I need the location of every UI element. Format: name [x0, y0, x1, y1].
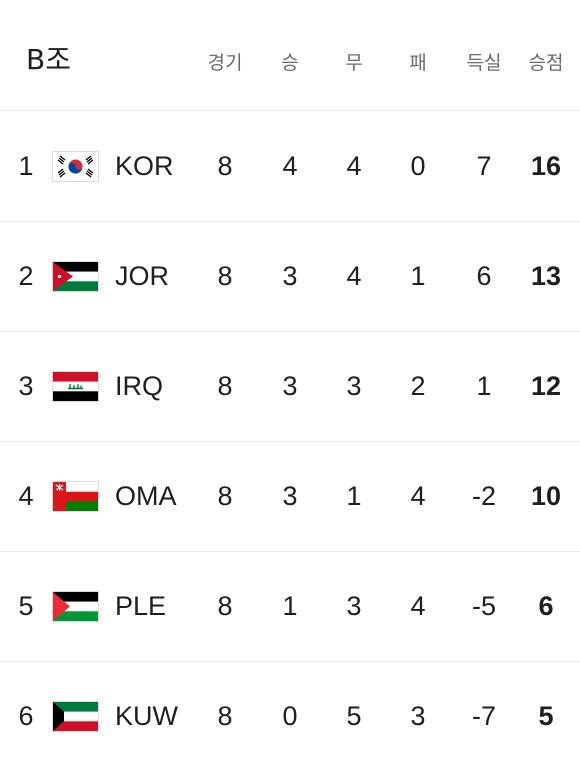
table-row[interactable]: 5 PLE 8 1 3 4 -5 6: [0, 552, 580, 662]
lost-value: 0: [410, 151, 426, 181]
drawn-value: 5: [346, 701, 362, 731]
goal-diff-value: 6: [476, 261, 492, 291]
won-value: 3: [282, 371, 298, 401]
col-head-played: 경기: [207, 52, 243, 74]
ple-flag-icon: [52, 591, 99, 622]
col-head-drawn: 무: [345, 52, 363, 74]
rank: 5: [18, 591, 34, 621]
lost-value: 4: [410, 591, 426, 621]
drawn-value: 3: [346, 591, 362, 621]
oma-flag-icon: [52, 481, 99, 512]
rank: 1: [18, 151, 34, 181]
group-title: B조: [26, 43, 71, 76]
team-code: PLE: [115, 591, 167, 621]
irq-flag-icon: [52, 371, 99, 402]
team-code: KUW: [115, 701, 178, 731]
lost-value: 1: [410, 261, 426, 291]
played-value: 8: [217, 591, 233, 621]
col-head-lost: 패: [409, 52, 427, 74]
kuw-flag-icon: [52, 701, 99, 732]
table-row[interactable]: 1 KOR 8 4 4 0 7 16: [0, 112, 580, 222]
drawn-value: 4: [346, 261, 362, 291]
goal-diff-value: 7: [476, 151, 492, 181]
goal-diff-value: -5: [471, 591, 496, 621]
points-value: 10: [530, 481, 562, 511]
played-value: 8: [217, 151, 233, 181]
drawn-value: 3: [346, 371, 362, 401]
drawn-value: 4: [346, 151, 362, 181]
rank: 2: [18, 261, 34, 291]
lost-value: 4: [410, 481, 426, 511]
played-value: 8: [217, 261, 233, 291]
played-value: 8: [217, 701, 233, 731]
played-value: 8: [217, 481, 233, 511]
table-row[interactable]: 2 JOR 8 3 4 1 6 13: [0, 222, 580, 332]
drawn-value: 1: [346, 481, 362, 511]
team-code: OMA: [115, 481, 177, 511]
kor-flag-icon: [52, 151, 99, 182]
points-value: 16: [530, 151, 562, 181]
goal-diff-value: -7: [471, 701, 496, 731]
table-row[interactable]: 3 IRQ 8 3 3 2 1 12: [0, 332, 580, 442]
col-head-won: 승: [281, 52, 299, 74]
team-code: JOR: [115, 261, 169, 291]
points-value: 12: [530, 371, 562, 401]
goal-diff-value: -2: [471, 481, 496, 511]
points-value: 6: [538, 591, 554, 621]
jor-flag-icon: [52, 261, 99, 292]
points-value: 5: [538, 701, 554, 731]
won-value: 0: [282, 701, 298, 731]
won-value: 3: [282, 261, 298, 291]
played-value: 8: [217, 371, 233, 401]
won-value: 4: [282, 151, 298, 181]
goal-diff-value: 1: [476, 371, 492, 401]
col-head-points: 승점: [528, 52, 564, 74]
rank: 3: [18, 371, 34, 401]
lost-value: 3: [410, 701, 426, 731]
lost-value: 2: [410, 371, 426, 401]
rank: 4: [18, 481, 34, 511]
standings-header: B조 경기 승 무 패 득실 승점: [0, 0, 580, 111]
rank: 6: [18, 701, 34, 731]
points-value: 13: [530, 261, 562, 291]
won-value: 1: [282, 591, 298, 621]
won-value: 3: [282, 481, 298, 511]
team-code: IRQ: [115, 371, 164, 401]
team-code: KOR: [115, 151, 174, 181]
table-row[interactable]: 6 KUW 8 0 5 3 -7 5: [0, 662, 580, 772]
table-row[interactable]: 4 OMA 8 3 1 4 -2 10: [0, 442, 580, 552]
col-head-goal-diff: 득실: [466, 52, 502, 74]
